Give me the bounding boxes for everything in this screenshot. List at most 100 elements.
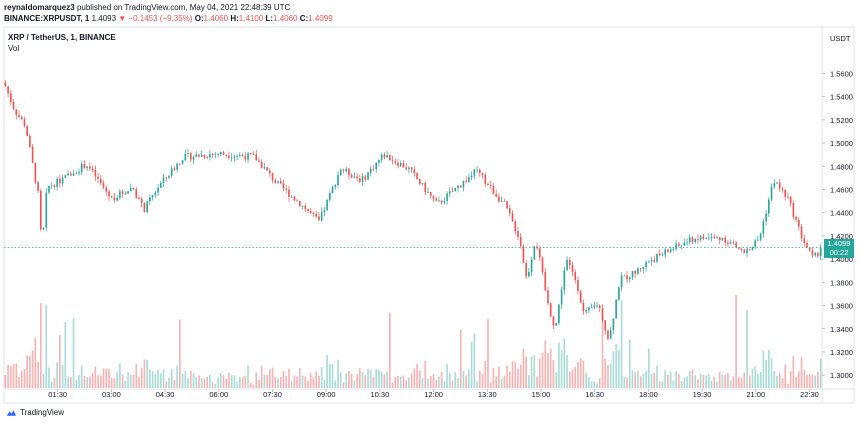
volume-bar <box>31 350 34 388</box>
candle-body <box>119 191 121 198</box>
candle-body <box>236 155 238 157</box>
volume-bar <box>743 372 746 388</box>
volume-bar <box>151 371 154 388</box>
candle-body <box>678 243 680 246</box>
candle-body <box>694 239 697 242</box>
volume-bar <box>604 358 607 388</box>
candle-body <box>817 252 819 257</box>
candle-body <box>42 227 45 230</box>
volume-bar <box>645 370 647 388</box>
candle-body <box>45 192 48 228</box>
x-tick-label: 13:30 <box>478 390 497 399</box>
candle-body <box>585 310 587 312</box>
candle-body <box>530 259 533 272</box>
volume-bar <box>746 310 748 388</box>
candle-body <box>487 183 489 186</box>
candle-body <box>680 245 683 247</box>
candle-body <box>596 305 598 307</box>
volume-bar <box>225 378 228 388</box>
low-value: 1.4060 <box>273 14 298 23</box>
down-arrow-icon: ▼ <box>118 14 127 23</box>
volume-bar <box>170 369 173 388</box>
volume-bar <box>279 377 282 388</box>
volume-bar <box>500 379 503 388</box>
candle-body <box>446 193 448 201</box>
volume-bar <box>179 319 181 388</box>
candle-body <box>367 172 369 180</box>
volume-bar <box>7 364 9 388</box>
candle-body <box>768 199 770 214</box>
candle-body <box>642 267 645 270</box>
current-price-badge: 1.4099 00:22 <box>824 239 854 258</box>
tradingview-cloud-icon <box>6 409 17 416</box>
volume-bar <box>383 374 386 388</box>
candle-body <box>9 93 12 102</box>
candle-body <box>173 168 176 170</box>
volume-bar <box>359 368 361 388</box>
volume-bar <box>765 359 767 388</box>
candle-body <box>650 260 653 262</box>
volume-bar <box>448 372 451 388</box>
volume-bar <box>593 381 596 388</box>
volume-bar <box>326 355 328 388</box>
volume-bar <box>187 378 189 388</box>
volume-bar <box>121 374 124 388</box>
volume-bar <box>710 380 713 388</box>
volume-bar <box>315 371 318 388</box>
x-tick-label: 21:00 <box>746 390 765 399</box>
volume-bar <box>525 356 527 388</box>
volume-bar <box>724 374 727 388</box>
price-change: −0.1453 (−9.35%) <box>128 14 193 23</box>
candle-body <box>683 242 686 246</box>
candle-body <box>389 155 391 161</box>
candle-body <box>56 178 58 187</box>
candle-body <box>222 152 225 155</box>
candle-body <box>528 271 530 277</box>
candle-body <box>770 186 773 200</box>
candle-body <box>451 191 454 193</box>
volume-bar <box>438 376 440 388</box>
volume-bar <box>454 372 457 388</box>
volume-bar <box>620 300 623 388</box>
candle-body <box>478 169 481 174</box>
candle-body <box>127 190 129 194</box>
tradingview-logo[interactable]: TradingView <box>6 408 64 417</box>
volume-bar <box>69 377 72 388</box>
volume-bar <box>522 348 525 388</box>
candle-body <box>669 249 672 253</box>
volume-bar <box>159 373 162 388</box>
candle-body <box>661 254 664 256</box>
volume-bar <box>555 372 557 388</box>
candle-body <box>705 238 707 240</box>
candle-body <box>214 154 217 156</box>
candle-body <box>511 213 514 222</box>
volume-bar <box>15 363 18 388</box>
candle-body <box>151 195 154 198</box>
volume-legend: Vol <box>8 44 20 53</box>
candle-body <box>364 176 367 180</box>
volume-bar <box>364 374 367 388</box>
volume-bar <box>293 375 296 388</box>
volume-bar <box>451 380 454 388</box>
volume-bar <box>337 359 339 388</box>
candle-body <box>176 163 178 170</box>
candle-body <box>628 277 631 280</box>
candle-body <box>778 182 781 189</box>
volume-bar <box>301 375 304 388</box>
candle-body <box>732 242 735 244</box>
volume-bar <box>429 375 432 388</box>
candle-body <box>323 210 326 213</box>
candle-body <box>26 126 28 136</box>
volume-bar <box>729 380 732 388</box>
volume-bar <box>200 378 203 388</box>
volume-bar <box>819 358 822 388</box>
candle-body <box>601 307 604 321</box>
volume-bar <box>119 363 121 388</box>
volume-bar <box>443 381 446 388</box>
candle-body <box>105 187 108 192</box>
y-tick-label: 1.3600 <box>830 302 853 311</box>
y-tick-label: 1.5000 <box>830 139 853 148</box>
tradingview-brand: TradingView <box>20 408 65 417</box>
y-tick-label: 1.4600 <box>830 185 853 194</box>
